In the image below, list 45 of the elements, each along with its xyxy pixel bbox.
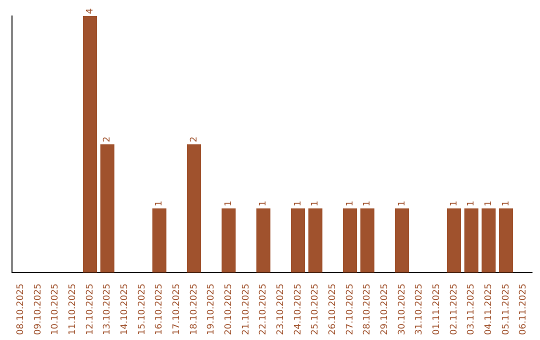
x-tick-label: 16.10.2025 (154, 283, 165, 335)
x-tick-label: 02.11.2025 (449, 283, 460, 335)
x-tick-label: 06.11.2025 (518, 283, 529, 335)
data-label: 1 (466, 200, 477, 206)
data-label: 1 (484, 200, 494, 206)
x-tick-label: 24.10.2025 (293, 283, 304, 335)
x-tick-label: 19.10.2025 (206, 283, 217, 335)
data-label: 1 (293, 200, 304, 206)
x-tick-label: 27.10.2025 (345, 283, 356, 335)
x-tick-label: 25.10.2025 (310, 283, 321, 335)
data-label: 1 (397, 200, 408, 206)
data-label: 1 (362, 200, 373, 206)
x-tick-label: 22.10.2025 (258, 283, 269, 335)
x-tick-label: 20.10.2025 (224, 283, 234, 335)
x-tick-label: 17.10.2025 (172, 283, 182, 335)
x-tick-label: 28.10.2025 (362, 283, 373, 335)
x-tick-label: 31.10.2025 (414, 283, 425, 335)
data-label: 1 (154, 200, 165, 206)
data-label: 1 (224, 200, 234, 206)
x-tick-label: 04.11.2025 (484, 283, 494, 335)
data-label: 4 (85, 8, 96, 14)
x-tick-label: 21.10.2025 (241, 283, 252, 335)
data-label: 1 (345, 200, 356, 206)
x-tick-label: 09.10.2025 (33, 283, 44, 335)
x-tick-label: 13.10.2025 (102, 283, 113, 335)
x-tick-label: 18.10.2025 (189, 283, 200, 335)
data-label: 1 (449, 200, 460, 206)
data-label: 2 (189, 136, 200, 142)
x-tick-label: 15.10.2025 (137, 283, 148, 335)
data-label: 2 (102, 136, 113, 142)
x-tick-label: 05.11.2025 (501, 283, 512, 335)
x-tick-label: 01.11.2025 (432, 283, 442, 335)
x-tick-label: 29.10.2025 (380, 283, 390, 335)
x-tick-label: 11.10.2025 (68, 283, 78, 335)
x-tick-label: 30.10.2025 (397, 283, 408, 335)
data-label: 1 (258, 200, 269, 206)
x-tick-label: 10.10.2025 (50, 283, 61, 335)
x-tick-label: 14.10.2025 (120, 283, 130, 335)
x-tick-label: 08.10.2025 (16, 283, 26, 335)
x-tick-label: 03.11.2025 (466, 283, 477, 335)
x-tick-label: 26.10.2025 (328, 283, 338, 335)
x-tick-label: 12.10.2025 (85, 283, 96, 335)
data-label: 1 (310, 200, 321, 206)
x-tick-label: 23.10.2025 (276, 283, 286, 335)
data-label: 1 (501, 200, 512, 206)
